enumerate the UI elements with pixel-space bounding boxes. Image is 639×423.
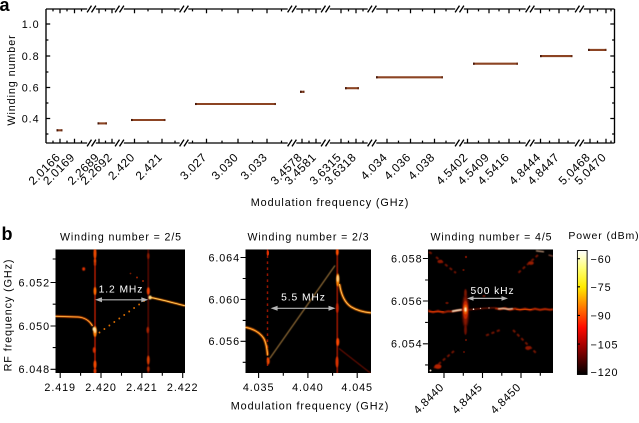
svg-text:Modulation frequency (GHz): Modulation frequency (GHz) — [251, 197, 409, 209]
svg-text:2.421: 2.421 — [126, 382, 158, 394]
svg-text:Winding number = 4/5: Winding number = 4/5 — [431, 232, 553, 244]
svg-text:−60: −60 — [591, 254, 612, 266]
svg-text:0.4: 0.4 — [22, 114, 40, 126]
svg-text:b: b — [2, 224, 14, 244]
svg-text:6.054: 6.054 — [391, 339, 423, 351]
svg-text:a: a — [0, 0, 11, 15]
svg-text:Winding number = 2/5: Winding number = 2/5 — [60, 232, 182, 244]
svg-text:0.6: 0.6 — [22, 83, 40, 95]
svg-text:6.058: 6.058 — [391, 253, 423, 265]
svg-text:0.8: 0.8 — [22, 51, 40, 63]
svg-text:−120: −120 — [591, 367, 619, 379]
svg-text:4.040: 4.040 — [292, 382, 324, 394]
svg-text:4.035: 4.035 — [243, 382, 275, 394]
svg-text:6.056: 6.056 — [208, 336, 240, 348]
svg-text:2.420: 2.420 — [85, 382, 117, 394]
svg-text:Modulation frequency (GHz): Modulation frequency (GHz) — [231, 401, 389, 413]
svg-text:Winding number = 2/3: Winding number = 2/3 — [248, 232, 370, 244]
svg-text:RF frequency (GHz): RF frequency (GHz) — [3, 259, 15, 372]
svg-text:Power (dBm): Power (dBm) — [568, 230, 639, 242]
svg-text:1.0: 1.0 — [22, 19, 40, 31]
svg-text:6.056: 6.056 — [391, 296, 423, 308]
svg-text:6.064: 6.064 — [208, 252, 240, 264]
svg-text:6.050: 6.050 — [18, 321, 50, 333]
svg-text:6.052: 6.052 — [18, 277, 50, 289]
svg-text:2.422: 2.422 — [167, 382, 199, 394]
svg-text:5.5 MHz: 5.5 MHz — [281, 293, 326, 304]
svg-text:−90: −90 — [591, 311, 612, 323]
svg-text:6.060: 6.060 — [208, 294, 240, 306]
svg-text:4.045: 4.045 — [341, 382, 373, 394]
svg-text:1.2 MHz: 1.2 MHz — [99, 285, 144, 296]
svg-text:6.048: 6.048 — [18, 364, 50, 376]
svg-text:Winding number: Winding number — [6, 34, 18, 125]
svg-text:500 kHz: 500 kHz — [470, 286, 514, 297]
svg-text:−75: −75 — [591, 282, 612, 294]
svg-text:−105: −105 — [591, 339, 619, 351]
svg-text:2.419: 2.419 — [44, 382, 76, 394]
